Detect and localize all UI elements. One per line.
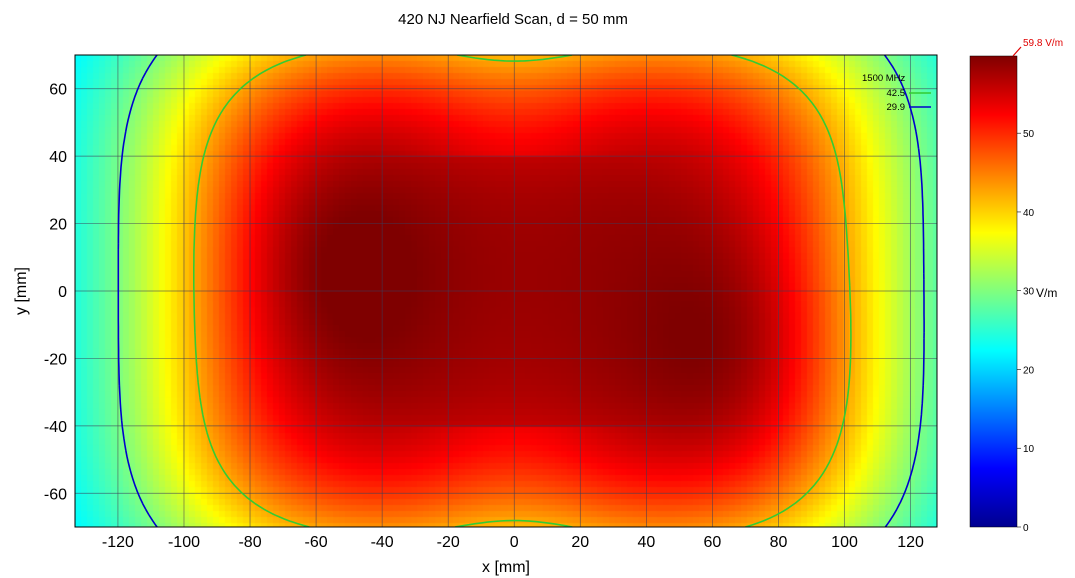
y-tick-label: -20 (44, 351, 67, 368)
x-tick-label: -120 (102, 534, 134, 551)
colorbar-max-label: 59.8 V/m (1023, 38, 1063, 49)
x-tick-label: 20 (571, 534, 589, 551)
legend-entry-label: 42.5 (887, 88, 906, 99)
grid-lines (75, 55, 937, 527)
x-tick-label: -80 (238, 534, 261, 551)
y-tick-label: -40 (44, 419, 67, 436)
x-tick-label: 120 (897, 534, 924, 551)
y-tick-label: 40 (49, 149, 67, 166)
x-tick-label: 40 (637, 534, 655, 551)
y-tick-label: -60 (44, 486, 67, 503)
colorbar-tick-label: 40 (1023, 208, 1035, 219)
colorbar-tick-label: 30 (1023, 287, 1035, 298)
y-axis-label: y [mm] (13, 267, 30, 315)
contour-lines (117, 55, 925, 527)
colorbar-tick-label: 0 (1023, 523, 1029, 534)
max-pointer (1012, 46, 1022, 57)
contour-line (193, 55, 852, 527)
x-tick-label: -20 (437, 534, 460, 551)
x-tick-label: -60 (305, 534, 328, 551)
plot-frame (74, 54, 938, 528)
contour-line (117, 55, 925, 527)
chart-title: 420 NJ Nearfield Scan, d = 50 mm (398, 11, 628, 28)
x-axis-ticks: -120 -100 -80 -60 -40 -20 0 20 40 60 80 100 120 (102, 534, 924, 551)
y-tick-label: 60 (49, 82, 67, 99)
x-tick-label: -40 (371, 534, 394, 551)
legend-title: 1500 MHz (862, 73, 906, 84)
y-tick-label: 0 (58, 284, 67, 301)
x-tick-label: 100 (831, 534, 858, 551)
legend: 1500 MHz 42.5 29.9 (862, 73, 931, 113)
colorbar: 0 10 20 30 40 50 V/m 59.8 V/m (969, 38, 1063, 534)
legend-entry-label: 29.9 (887, 102, 906, 113)
x-axis-label: x [mm] (482, 559, 530, 576)
colorbar-tick-label: 50 (1023, 129, 1035, 140)
x-tick-label: 0 (510, 534, 519, 551)
colorbar-tick-label: 10 (1023, 444, 1035, 455)
colorbar-ticks: 0 10 20 30 40 50 (1017, 129, 1035, 534)
colorbar-tick-label: 20 (1023, 365, 1035, 376)
colorbar-unit: V/m (1036, 286, 1057, 300)
x-tick-label: 60 (704, 534, 722, 551)
x-tick-label: 80 (770, 534, 788, 551)
y-tick-label: 20 (49, 217, 67, 234)
y-axis-ticks: 60 40 20 0 -20 -40 -60 (44, 82, 67, 504)
colorbar-gradient (969, 55, 1018, 528)
x-tick-label: -100 (168, 534, 200, 551)
